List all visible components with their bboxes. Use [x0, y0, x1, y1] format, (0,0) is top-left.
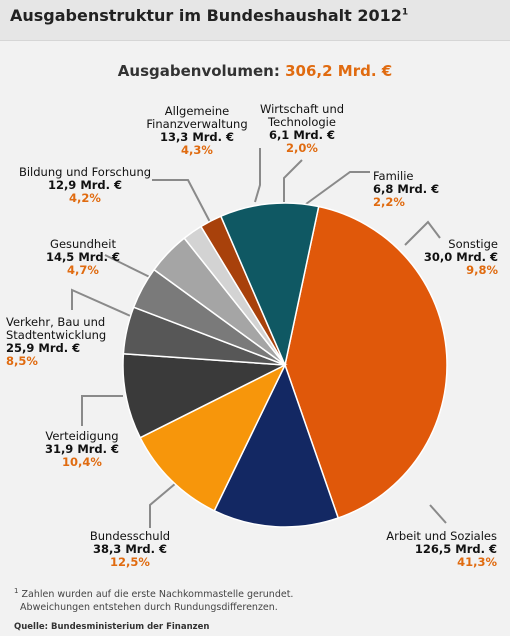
leader-line — [71, 288, 136, 319]
slice-label-amount: 6,8 Mrd. € — [373, 182, 439, 196]
leader-line — [81, 395, 123, 426]
title-text: Ausgabenstruktur im Bundeshaushalt 2012 — [10, 6, 402, 25]
slice-label-percent: 10,4% — [62, 455, 102, 469]
slice-label-percent: 8,5% — [6, 354, 38, 368]
leader-line — [404, 220, 441, 246]
slice-label-amount: 6,1 Mrd. € — [269, 128, 335, 142]
total-volume-label: Ausgabenvolumen: — [117, 62, 280, 80]
pie-slice — [139, 363, 287, 512]
pie-slice — [219, 202, 320, 368]
slice-label-amount: 38,3 Mrd. € — [93, 542, 167, 556]
leader-line — [254, 148, 261, 203]
leader-line — [305, 171, 370, 205]
slice-label-percent: 4,3% — [181, 143, 213, 157]
source-note: Quelle: Bundesministerium der Finanzen — [14, 622, 210, 632]
slice-label-amount: 13,3 Mrd. € — [160, 130, 234, 144]
leader-line — [429, 504, 447, 524]
slice-label-name: Wirtschaft und — [260, 102, 344, 116]
slice-label-percent: 9,8% — [466, 263, 498, 277]
total-volume-value: 306,2 Mrd. € — [285, 62, 393, 80]
page-title: Ausgabenstruktur im Bundeshaushalt 20121 — [10, 6, 408, 25]
slice-label-name: Technologie — [267, 115, 336, 129]
slice-label-percent: 12,5% — [110, 555, 150, 569]
total-volume: Ausgabenvolumen: 306,2 Mrd. € — [0, 62, 510, 80]
pie-slices — [122, 202, 448, 528]
slice-label-percent: 2,0% — [286, 141, 318, 155]
leader-line — [149, 477, 183, 528]
header-bar: Ausgabenstruktur im Bundeshaushalt 20121 — [0, 0, 510, 41]
slice-label-percent: 2,2% — [373, 195, 405, 209]
slice-label-name: Sonstige — [448, 237, 498, 251]
slice-label-percent: 4,7% — [67, 263, 99, 277]
slice-label-name: Verteidigung — [45, 429, 118, 443]
pie-slice — [122, 352, 288, 439]
pie-slice — [213, 363, 340, 528]
slice-label-percent: 41,3% — [457, 555, 497, 569]
slice-label-amount: 25,9 Mrd. € — [6, 341, 80, 355]
pie-slice — [284, 205, 448, 519]
footnote-marker: 1 — [14, 587, 19, 595]
slice-label-name: Arbeit und Soziales — [386, 529, 497, 543]
slice-label-amount: 12,9 Mrd. € — [48, 178, 122, 192]
slice-label-name: Stadtentwicklung — [6, 328, 106, 342]
slice-label-name: Bildung und Forschung — [19, 165, 151, 179]
slice-label-name: Bundesschuld — [90, 529, 170, 543]
leader-line — [152, 179, 211, 223]
slice-label-name: Familie — [373, 169, 413, 183]
slice-label-amount: 14,5 Mrd. € — [46, 250, 120, 264]
slice-label-name: Gesundheit — [50, 237, 116, 251]
leader-line — [283, 159, 303, 202]
footnote-line-1: Zahlen wurden auf die erste Nachkommaste… — [21, 589, 294, 601]
slice-label-name: Verkehr, Bau und — [6, 315, 105, 329]
slice-label-name: Finanzverwaltung — [146, 117, 247, 131]
slice-label-amount: 30,0 Mrd. € — [424, 250, 498, 264]
slice-label-amount: 126,5 Mrd. € — [415, 542, 497, 556]
footnote: 1 Zahlen wurden auf die erste Nachkommas… — [14, 585, 293, 614]
title-footnote-marker: 1 — [401, 7, 409, 18]
slice-label-amount: 31,9 Mrd. € — [45, 442, 119, 456]
slice-label-name: Allgemeine — [165, 104, 229, 118]
footnote-line-2: Abweichungen entstehen durch Rundungsdif… — [20, 602, 278, 614]
slice-label-percent: 4,2% — [69, 191, 101, 205]
